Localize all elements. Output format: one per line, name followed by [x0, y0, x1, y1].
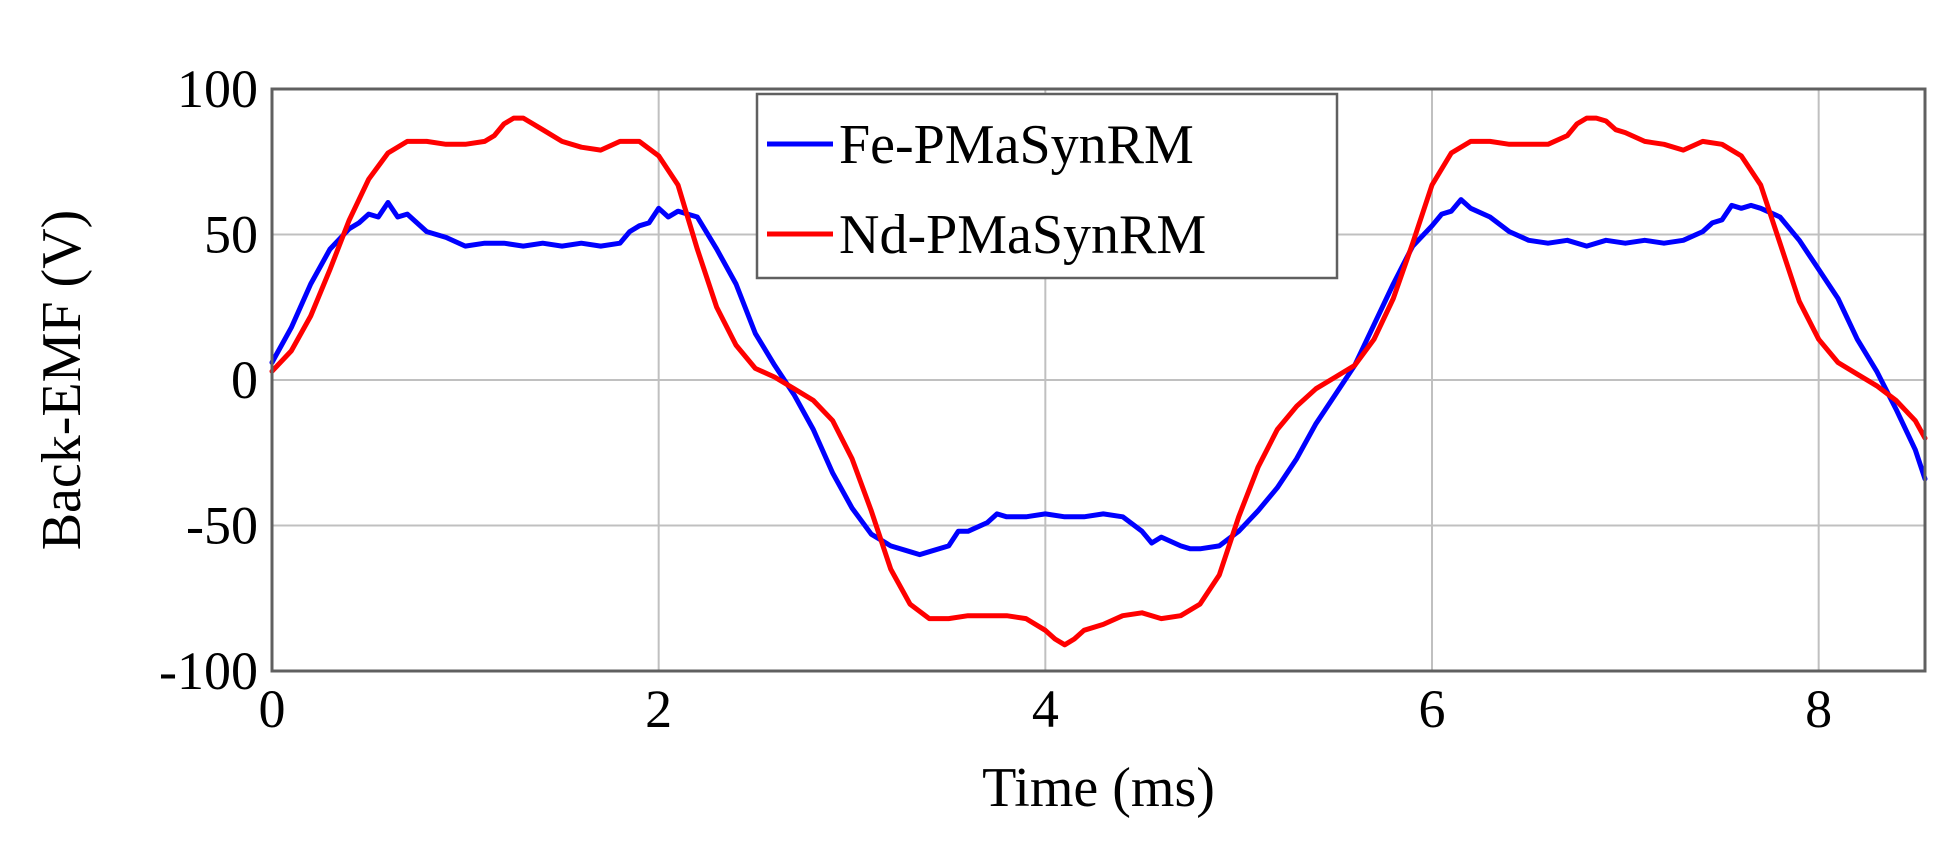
- y-tick-label: 100: [177, 59, 258, 119]
- series-line-fe: [269, 197, 1928, 558]
- x-tick-label: 2: [645, 679, 672, 739]
- tick-labels: 0 2 4 6 8 100 50 0 -50 -100: [159, 59, 1832, 739]
- x-tick-label: 8: [1805, 679, 1832, 739]
- x-tick-label: 0: [259, 679, 286, 739]
- y-axis-title: Back-EMF (V): [31, 210, 93, 551]
- x-axis-title: Time (ms): [982, 757, 1215, 819]
- y-tick-label: -50: [186, 496, 258, 556]
- legend-box: [755, 92, 1339, 280]
- plot-frame: [270, 87, 1927, 673]
- legend: Fe-PMaSynRM Nd-PMaSynRM: [755, 92, 1339, 280]
- series-layer: [269, 115, 1928, 648]
- legend-label-nd: Nd-PMaSynRM: [839, 204, 1206, 266]
- series-line-nd: [269, 115, 1928, 648]
- x-tick-label: 6: [1419, 679, 1446, 739]
- legend-label-fe: Fe-PMaSynRM: [839, 114, 1194, 176]
- y-tick-label: -100: [159, 641, 258, 701]
- x-tick-label: 4: [1032, 679, 1059, 739]
- y-tick-label: 50: [204, 205, 258, 265]
- y-tick-label: 0: [231, 350, 258, 410]
